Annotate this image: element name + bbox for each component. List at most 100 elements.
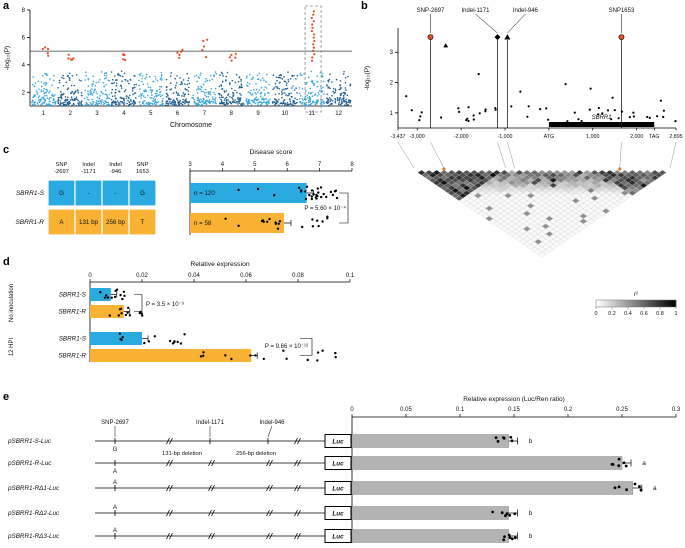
indel-marker [494,34,501,41]
x-tick-label: 0.06 [240,273,252,279]
significance-letter: a [642,460,646,467]
chromosome-label: 11 [309,111,316,117]
p-value-label: P = 9.66 × 10⁻¹² [265,344,308,350]
x-tick-label: 0 [88,273,92,279]
p-value-bracket [134,294,143,312]
luc-label: Luc [332,460,344,467]
allele-letter: A [113,528,117,534]
luc-ren-bar [351,434,509,448]
construct-diagrams: SNP-2697 Indel-1171 Indel-946 131-bp deleti… [7,420,352,543]
haplotype-cell-value: T [141,219,145,226]
bar-label: SBRR1-R [58,353,86,360]
chromosome-label: 12 [335,111,342,117]
x-tick-label: 2,895 [669,134,682,140]
chromosome-label: 10 [282,111,289,117]
variant-label: SNP-2697 [417,8,445,14]
p-value-label: P = 5.60 × 10⁻⁴ [304,205,346,212]
chromosome-label: 7 [203,111,207,117]
haplotype-cell [74,208,103,236]
snp-marker [618,34,625,40]
bar-label: SBRR1-S [59,336,87,343]
legend-tick-label: 0.2 [608,311,616,317]
panel-b-regional-association-ld: 1 2 3 -log₁₀(P) -3,437 -3,000 -2,000 -1,000 ATG 1… [364,8,683,317]
variant-label: SNP1653 [609,8,635,14]
y-tick-label: 3 [390,50,394,56]
chromosome-label: 2 [69,111,73,117]
y-axis-label: -log₁₀(P) [4,46,11,70]
luc-label: Luc [332,485,344,492]
y-tick-label: 4 [22,63,26,69]
chart-title: Relative expression [190,261,250,268]
x-tick-label: 0 [350,407,354,413]
significance-letter: b [529,438,533,445]
luciferase-chart: Relative expression (Luc/Ren ratio) 0 0.05… [350,396,681,543]
table-header: -946 [110,169,122,175]
expression-bar [90,305,124,318]
construct-label: pSBRR1-RΔ3-Luc [7,533,60,540]
chromosome-label: 5 [149,111,153,117]
construct-label: pSBRR1-RΔ1-Luc [7,485,60,492]
luc-reporter-box [324,456,352,470]
table-header: 1653 [136,169,149,175]
haplotype-cell-value: - [87,190,89,197]
panel-e-luciferase-construct-assay: SNP-2697 Indel-1171 Indel-946 131-bp deleti… [7,396,681,543]
panel-c-letter: c [3,144,10,156]
x-tick-label: 7 [318,162,322,168]
deletion-annotation: 256-bp deletion [236,451,276,457]
table-header: Indel [82,162,95,168]
deletion-annotation: 131-bp deletion [162,451,202,457]
chart-title: Relative expression (Luc/Ren ratio) [463,396,565,403]
snp-marker [427,34,434,40]
legend-tick-label: 0.6 [640,311,648,317]
x-tick-label: 0.1 [456,407,465,413]
gene-name-label: SBRR1 [592,115,612,121]
table-header: -2697 [54,169,69,175]
group-label: No inoculation [9,284,15,322]
haplotype-cell [101,208,130,236]
expression-chart: Relative expression 0 0.02 0.04 0.06 0.08 0.1 N… [9,261,355,362]
chromosome-label: 6 [176,111,180,117]
x-tick-label: -3,437 [390,134,405,140]
luc-label: Luc [332,510,344,517]
chromosome-label: 8 [230,111,234,117]
panel-d-relative-expression-chart: Relative expression 0 0.02 0.04 0.06 0.08 0.1 N… [9,261,355,362]
expression-bar [90,288,111,301]
chromosome-label: 4 [122,111,126,117]
x-tick-label: 2,000 [630,134,643,140]
expression-bar [90,349,252,362]
ld-position-dot [442,167,446,171]
x-tick-label: 0.05 [400,407,412,413]
x-tick-label: -3,000 [410,134,425,140]
significance-letter: a [653,485,657,492]
luc-reporter-box [324,481,352,495]
x-tick-label: 0.2 [564,407,573,413]
legend-tick-label: 1 [674,311,677,317]
indel-marker [504,34,511,40]
chromosome-label: 1 [42,111,46,117]
y-tick-label: 2 [390,81,394,87]
disease-score-bar [190,183,307,203]
table-header: Indel [109,162,122,168]
allele-letter: A [113,480,117,486]
candidate-region-highlight-box [304,5,322,113]
x-tick-label: 0.25 [616,407,628,413]
haplotype-table: SNP-2697Indel-1171Indel-946SNP1653SBRR1-… [15,162,157,236]
regional-axes: 1 2 3 -log₁₀(P) -3,437 -3,000 -2,000 -1,000 ATG 1… [364,28,683,140]
indel-annotation: Indel-946 [259,420,285,426]
manhattan-points [30,10,352,107]
x-tick-label: ATG [544,134,555,140]
sample-size-label: n = 58 [194,220,212,227]
haplotype-cell-value: 131 bp [79,219,98,226]
legend-title: r² [634,292,638,298]
haplotype-row-label: SBRR1-R [15,219,44,226]
x-tick-label: 0.02 [136,273,148,279]
y-tick-label: 8 [22,8,26,14]
bar-label: SBRR1-R [58,309,86,316]
disease-score-chart: Disease score 3 4 5 6 7 8 n = 120 n = 58 P = 5.60… [188,149,354,235]
luc-ren-bar [351,529,509,543]
construct-label: pSBRR1-R-Luc [7,460,52,467]
table-header: SNP [56,162,68,168]
x-tick-label: 6 [286,162,290,168]
luc-label: Luc [332,533,344,540]
